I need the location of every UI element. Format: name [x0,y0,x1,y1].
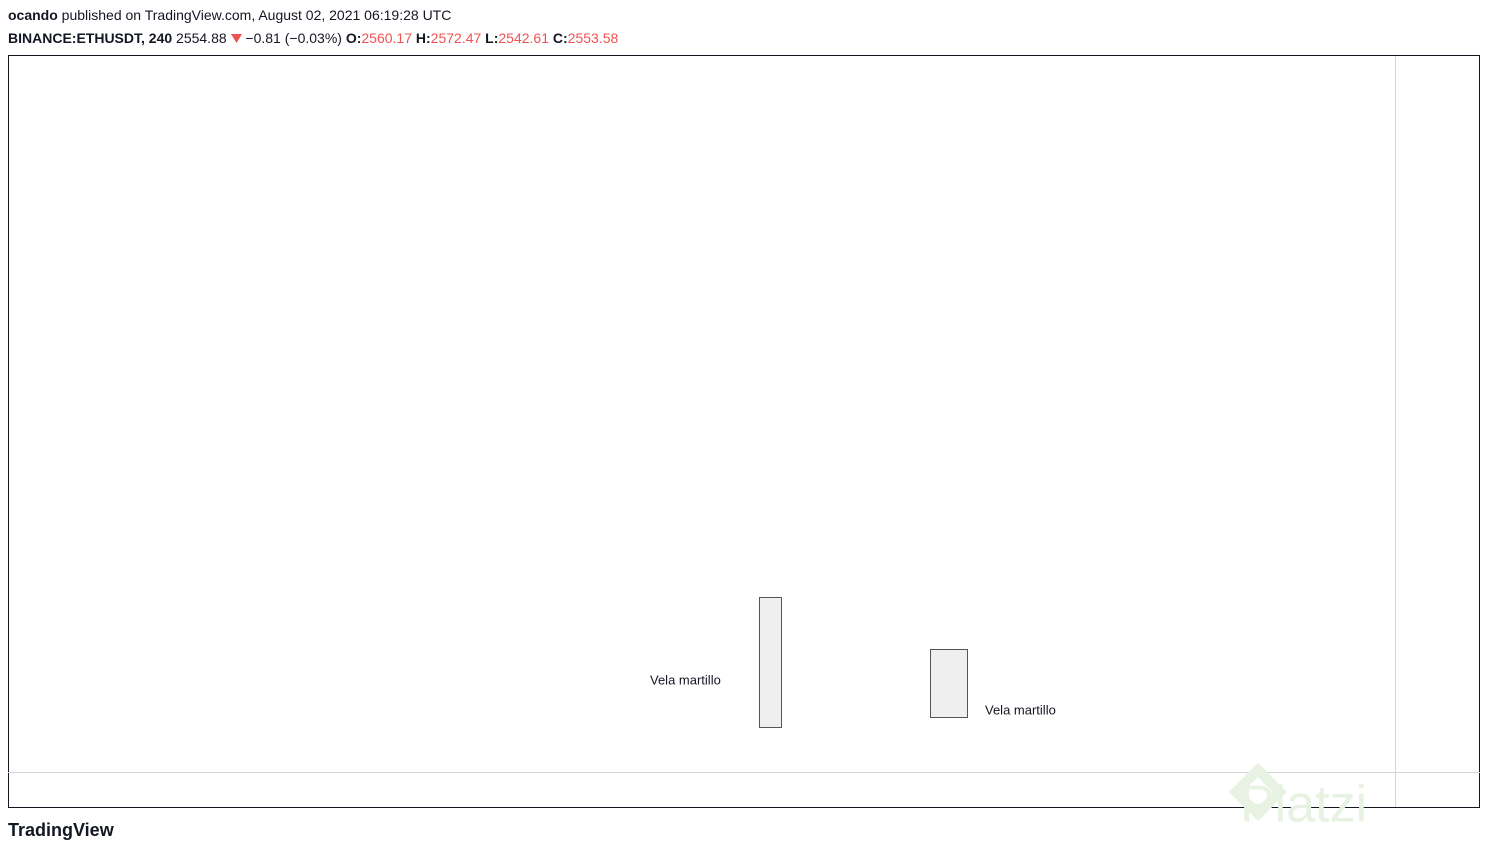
ohlc-value: 2560.17 [361,30,412,46]
published: published on TradingView.com, August 02,… [61,7,452,23]
highlight-box [759,597,782,728]
header-line: BINANCE:ETHUSDT, 240 2554.88 −0.81 (−0.0… [8,30,618,46]
annotation: Vela martillo [985,702,1056,717]
ohlc: O:2560.17 H:2572.47 L:2542.61 C:2553.58 [346,30,618,46]
change: −0.81 (−0.03%) [245,30,342,46]
highlight-box [930,649,968,718]
ohlc-value: 2572.47 [430,30,482,46]
symbol: BINANCE:ETHUSDT, 240 [8,30,173,46]
annotation: Vela martillo [650,672,721,687]
down-arrow [230,34,242,43]
ohlc-value: 2553.58 [567,30,619,46]
ohlc-label: L: [485,30,499,46]
watermark: Platzi [1240,776,1367,834]
author: ocando [8,7,58,23]
ohlc-value: 2542.61 [498,30,549,46]
ohlc-label: O: [345,30,362,46]
last-price: 2554.88 [176,30,227,46]
frame [8,55,1480,808]
watermark-logo [1228,762,1288,822]
ohlc-label: C: [552,30,568,46]
logo: TradingView [8,820,115,840]
ohlc-label: H: [415,30,431,46]
header-line: ocando published on TradingView.com, Aug… [8,7,451,23]
